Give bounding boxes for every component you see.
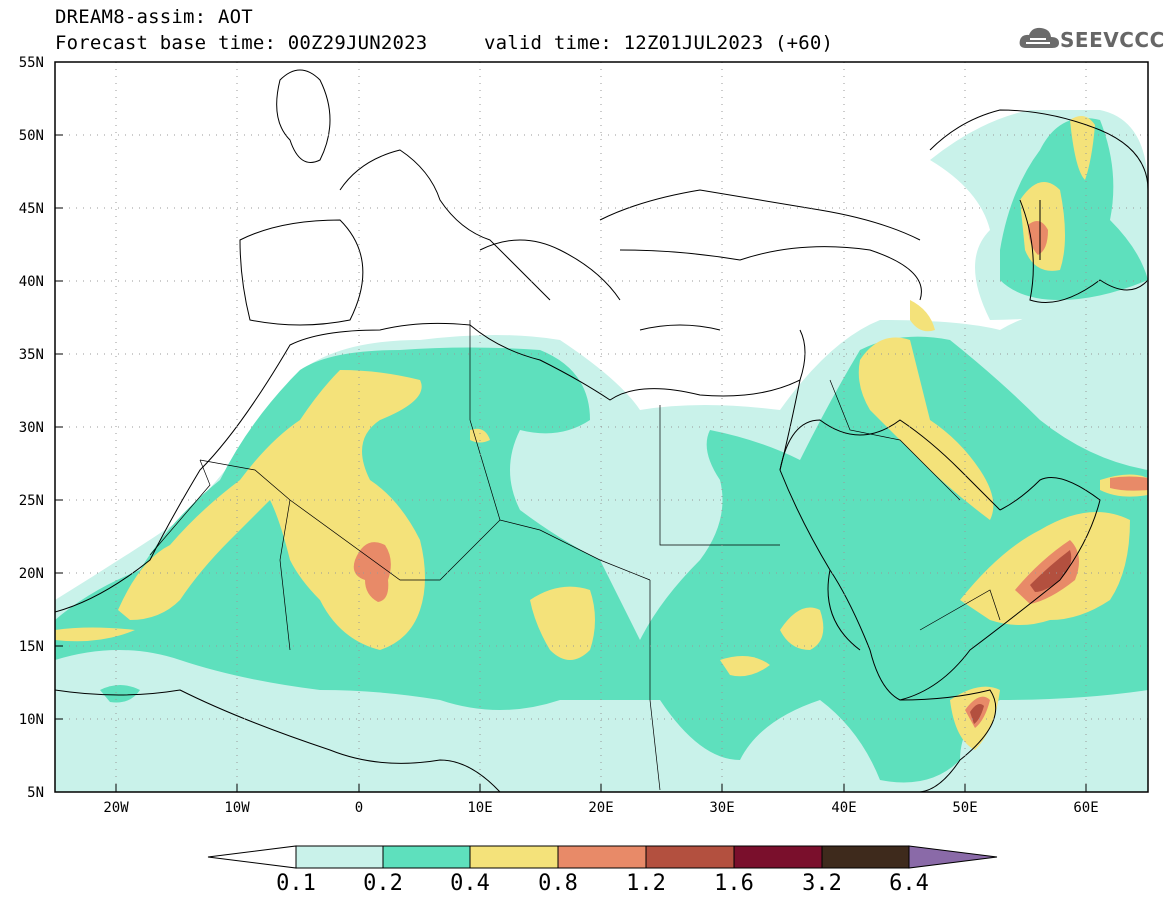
lat-label: 40N (18, 274, 44, 290)
colorbar-swatch (733, 845, 823, 869)
graticule (55, 62, 1148, 792)
lon-label: 10E (467, 800, 493, 816)
lat-label: 5N (27, 785, 44, 801)
colorbar (207, 845, 998, 869)
coastlines (55, 69, 1148, 792)
lon-label: 20E (588, 800, 614, 816)
lat-label: 35N (18, 347, 44, 363)
colorbar-swatch (821, 845, 910, 869)
colorbar-swatch (645, 845, 735, 869)
colorbar-label: 0.8 (538, 871, 578, 896)
country-borders (149, 320, 1001, 791)
colorbar-label: 1.6 (714, 871, 754, 896)
lon-label: 0 (354, 800, 364, 816)
lon-label: 40E (831, 800, 857, 816)
lat-label: 50N (18, 128, 44, 144)
map-title: DREAM8-assim: AOT (55, 6, 253, 28)
lat-label: 55N (18, 55, 44, 71)
colorbar-swatch (295, 845, 384, 869)
colorbar-swatch (557, 845, 647, 869)
lat-label: 30N (18, 420, 44, 436)
forecast-base-time: Forecast base time: 00Z29JUN2023 (55, 32, 428, 54)
lon-label: 20W (103, 800, 129, 816)
lon-label: 10W (224, 800, 250, 816)
colorbar-label: 0.1 (276, 871, 316, 896)
lat-label: 45N (18, 201, 44, 217)
lat-label: 10N (18, 712, 44, 728)
lon-label: 50E (952, 800, 978, 816)
colorbar-label: 1.2 (626, 871, 666, 896)
valid-time: valid time: 12Z01JUL2023 (+60) (484, 32, 834, 54)
lon-label: 60E (1073, 800, 1099, 816)
colorbar-swatch (469, 845, 559, 869)
colorbar-label: 6.4 (889, 871, 929, 896)
lat-label: 20N (18, 566, 44, 582)
colorbar-over-arrow (908, 845, 998, 869)
colorbar-swatch (382, 845, 471, 869)
lat-label: 25N (18, 493, 44, 509)
cloud-icon (1019, 27, 1059, 48)
colorbar-under-arrow (207, 845, 297, 869)
aot-band-1.2 (970, 550, 1072, 724)
axis-ticks (55, 134, 1087, 792)
colorbar-label: 0.4 (450, 871, 490, 896)
colorbar-label: 3.2 (802, 871, 842, 896)
logo-text: SEEVCCC (1060, 28, 1165, 52)
lon-label: 30E (709, 800, 735, 816)
colorbar-label: 0.2 (363, 871, 403, 896)
lat-label: 15N (18, 639, 44, 655)
